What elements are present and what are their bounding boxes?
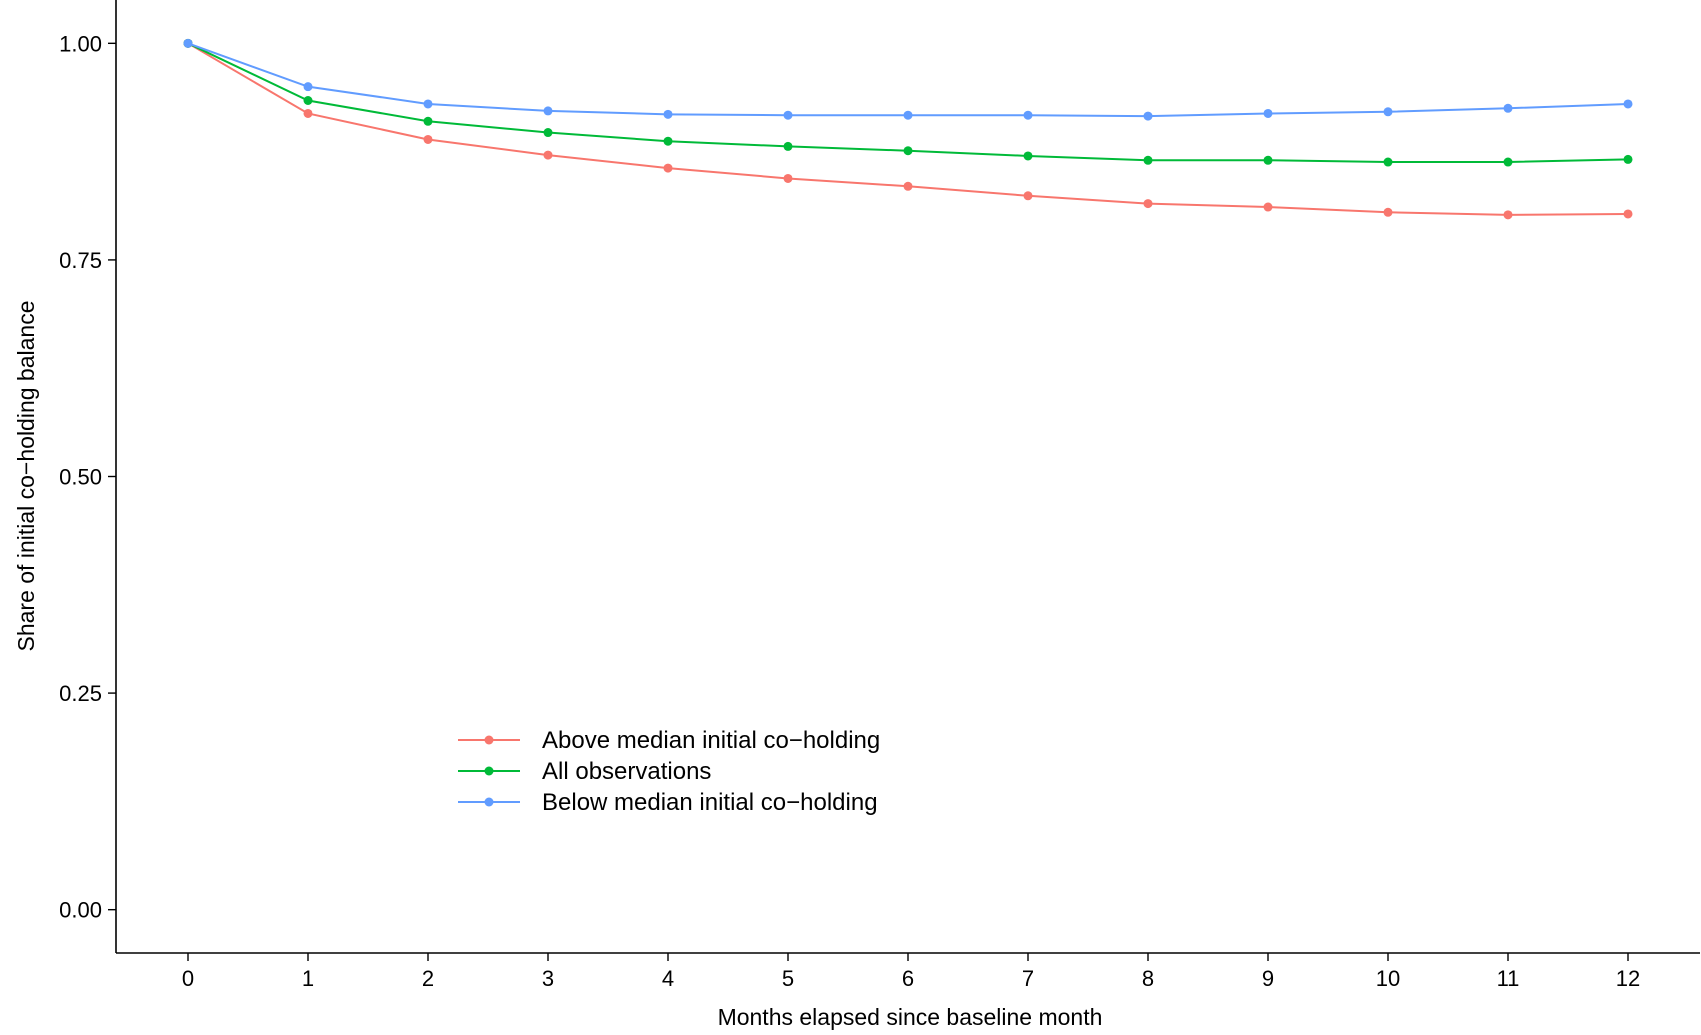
legend-marker [484, 766, 494, 776]
legend-label: Above median initial co−holding [542, 727, 880, 754]
y-axis-title: Share of initial co−holding balance [13, 301, 39, 652]
data-point [1623, 209, 1633, 219]
data-point [1143, 155, 1153, 165]
data-point [903, 110, 913, 120]
data-point [1143, 199, 1153, 209]
legend-marker [484, 735, 494, 745]
data-point [303, 95, 313, 105]
data-point [183, 38, 193, 48]
ticks: 0 1 2 3 4 5 6 7 8 9 10 11 120.000.250.500.751.00 [59, 31, 1640, 991]
x-tick-label: 7 [1022, 966, 1034, 991]
series-line [187, 42, 1629, 164]
series-2 [183, 38, 1633, 121]
legend-item: All observations [458, 758, 711, 785]
data-point [1263, 202, 1273, 212]
data-point [1383, 107, 1393, 117]
x-axis-title: Months elapsed since baseline month [718, 1004, 1103, 1030]
data-point [663, 109, 673, 119]
data-point [783, 173, 793, 183]
x-tick-label: 0 [182, 966, 194, 991]
x-tick-label: 12 [1616, 966, 1640, 991]
data-point [423, 116, 433, 126]
legend-item: Above median initial co−holding [458, 727, 880, 754]
x-tick-label: 3 [542, 966, 554, 991]
legend: Above median initial co−holding All obser… [458, 727, 880, 816]
x-tick-label: 2 [422, 966, 434, 991]
x-tick-label: 4 [662, 966, 674, 991]
y-tick-label: 0.75 [59, 248, 102, 273]
data-point [1623, 99, 1633, 109]
legend-item: Below median initial co−holding [458, 789, 878, 816]
data-point [543, 128, 553, 138]
x-tick-label: 11 [1497, 966, 1520, 991]
series-group [183, 38, 1633, 220]
legend-label: All observations [542, 758, 711, 785]
data-point [1263, 108, 1273, 118]
x-tick-label: 10 [1376, 966, 1400, 991]
data-point [1383, 207, 1393, 217]
legend-marker [484, 797, 494, 807]
x-tick-label: 6 [902, 966, 914, 991]
y-tick-label: 1.00 [59, 31, 102, 56]
data-point [1263, 155, 1273, 165]
data-point [543, 106, 553, 116]
x-tick-label: 1 [302, 966, 314, 991]
data-point [663, 136, 673, 146]
data-point [1503, 103, 1513, 113]
axes [115, 0, 1700, 954]
data-point [1023, 110, 1033, 120]
data-point [1623, 154, 1633, 164]
data-point [903, 146, 913, 156]
data-point [1503, 157, 1513, 167]
data-point [423, 99, 433, 109]
data-point [1383, 157, 1393, 167]
data-point [303, 108, 313, 118]
y-tick-label: 0.50 [59, 465, 102, 490]
y-tick-label: 0.25 [59, 681, 102, 706]
x-tick-label: 9 [1262, 966, 1274, 991]
data-point [783, 110, 793, 120]
x-tick-label: 8 [1142, 966, 1154, 991]
data-point [1143, 111, 1153, 121]
data-point [303, 82, 313, 92]
data-point [543, 150, 553, 160]
data-point [1503, 210, 1513, 220]
series-line [187, 42, 1629, 118]
data-point [1023, 151, 1033, 161]
y-tick-label: 0.00 [59, 898, 102, 923]
data-point [423, 134, 433, 144]
data-point [783, 141, 793, 151]
data-point [663, 163, 673, 173]
data-point [903, 181, 913, 191]
data-point [1023, 191, 1033, 201]
x-tick-label: 5 [782, 966, 794, 991]
legend-label: Below median initial co−holding [542, 789, 878, 816]
series-0 [183, 38, 1633, 220]
series-1 [183, 38, 1633, 167]
